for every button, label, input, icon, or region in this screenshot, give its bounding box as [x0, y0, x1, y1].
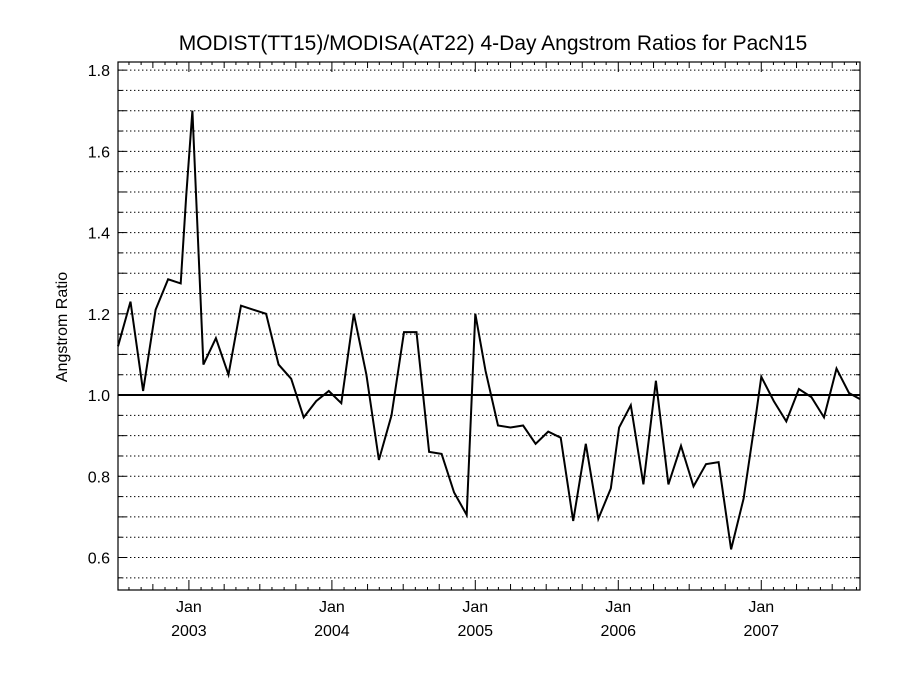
x-tick-month-label: Jan: [462, 599, 488, 616]
x-tick-month-label: Jan: [176, 599, 202, 616]
y-tick-label: 1.4: [88, 226, 110, 243]
x-tick-year-label: 2004: [314, 623, 350, 640]
grid-lines: [118, 69, 860, 579]
x-tick-year-label: 2007: [743, 623, 779, 640]
y-tick-label: 0.6: [88, 551, 110, 568]
y-tick-label: 0.8: [88, 469, 110, 486]
y-tick-label: 1.0: [88, 388, 110, 405]
y-axis: 0.6 0.8 1.0 1.2 1.4 1.6 1.8: [88, 63, 860, 579]
x-tick-year-label: 2006: [600, 623, 636, 640]
x-tick-year-label: 2005: [457, 623, 493, 640]
x-axis: Jan 2003 Jan 2004 Jan 2005 Jan 2006 Jan 2007: [128, 62, 857, 640]
x-tick-month-label: Jan: [748, 599, 774, 616]
x-tick-month-label: Jan: [605, 599, 631, 616]
chart-title: MODIST(TT15)/MODISA(AT22) 4-Day Angstrom…: [179, 32, 808, 55]
plot-frame: [117, 61, 861, 591]
y-tick-label: 1.8: [88, 63, 110, 80]
y-tick-label: 1.6: [88, 144, 110, 161]
y-tick-label: 1.2: [88, 307, 110, 324]
x-tick-month-label: Jan: [319, 599, 345, 616]
y-axis-label: Angstrom Ratio: [54, 272, 71, 382]
x-tick-year-label: 2003: [171, 623, 207, 640]
ratio-series-line: [117, 110, 861, 550]
